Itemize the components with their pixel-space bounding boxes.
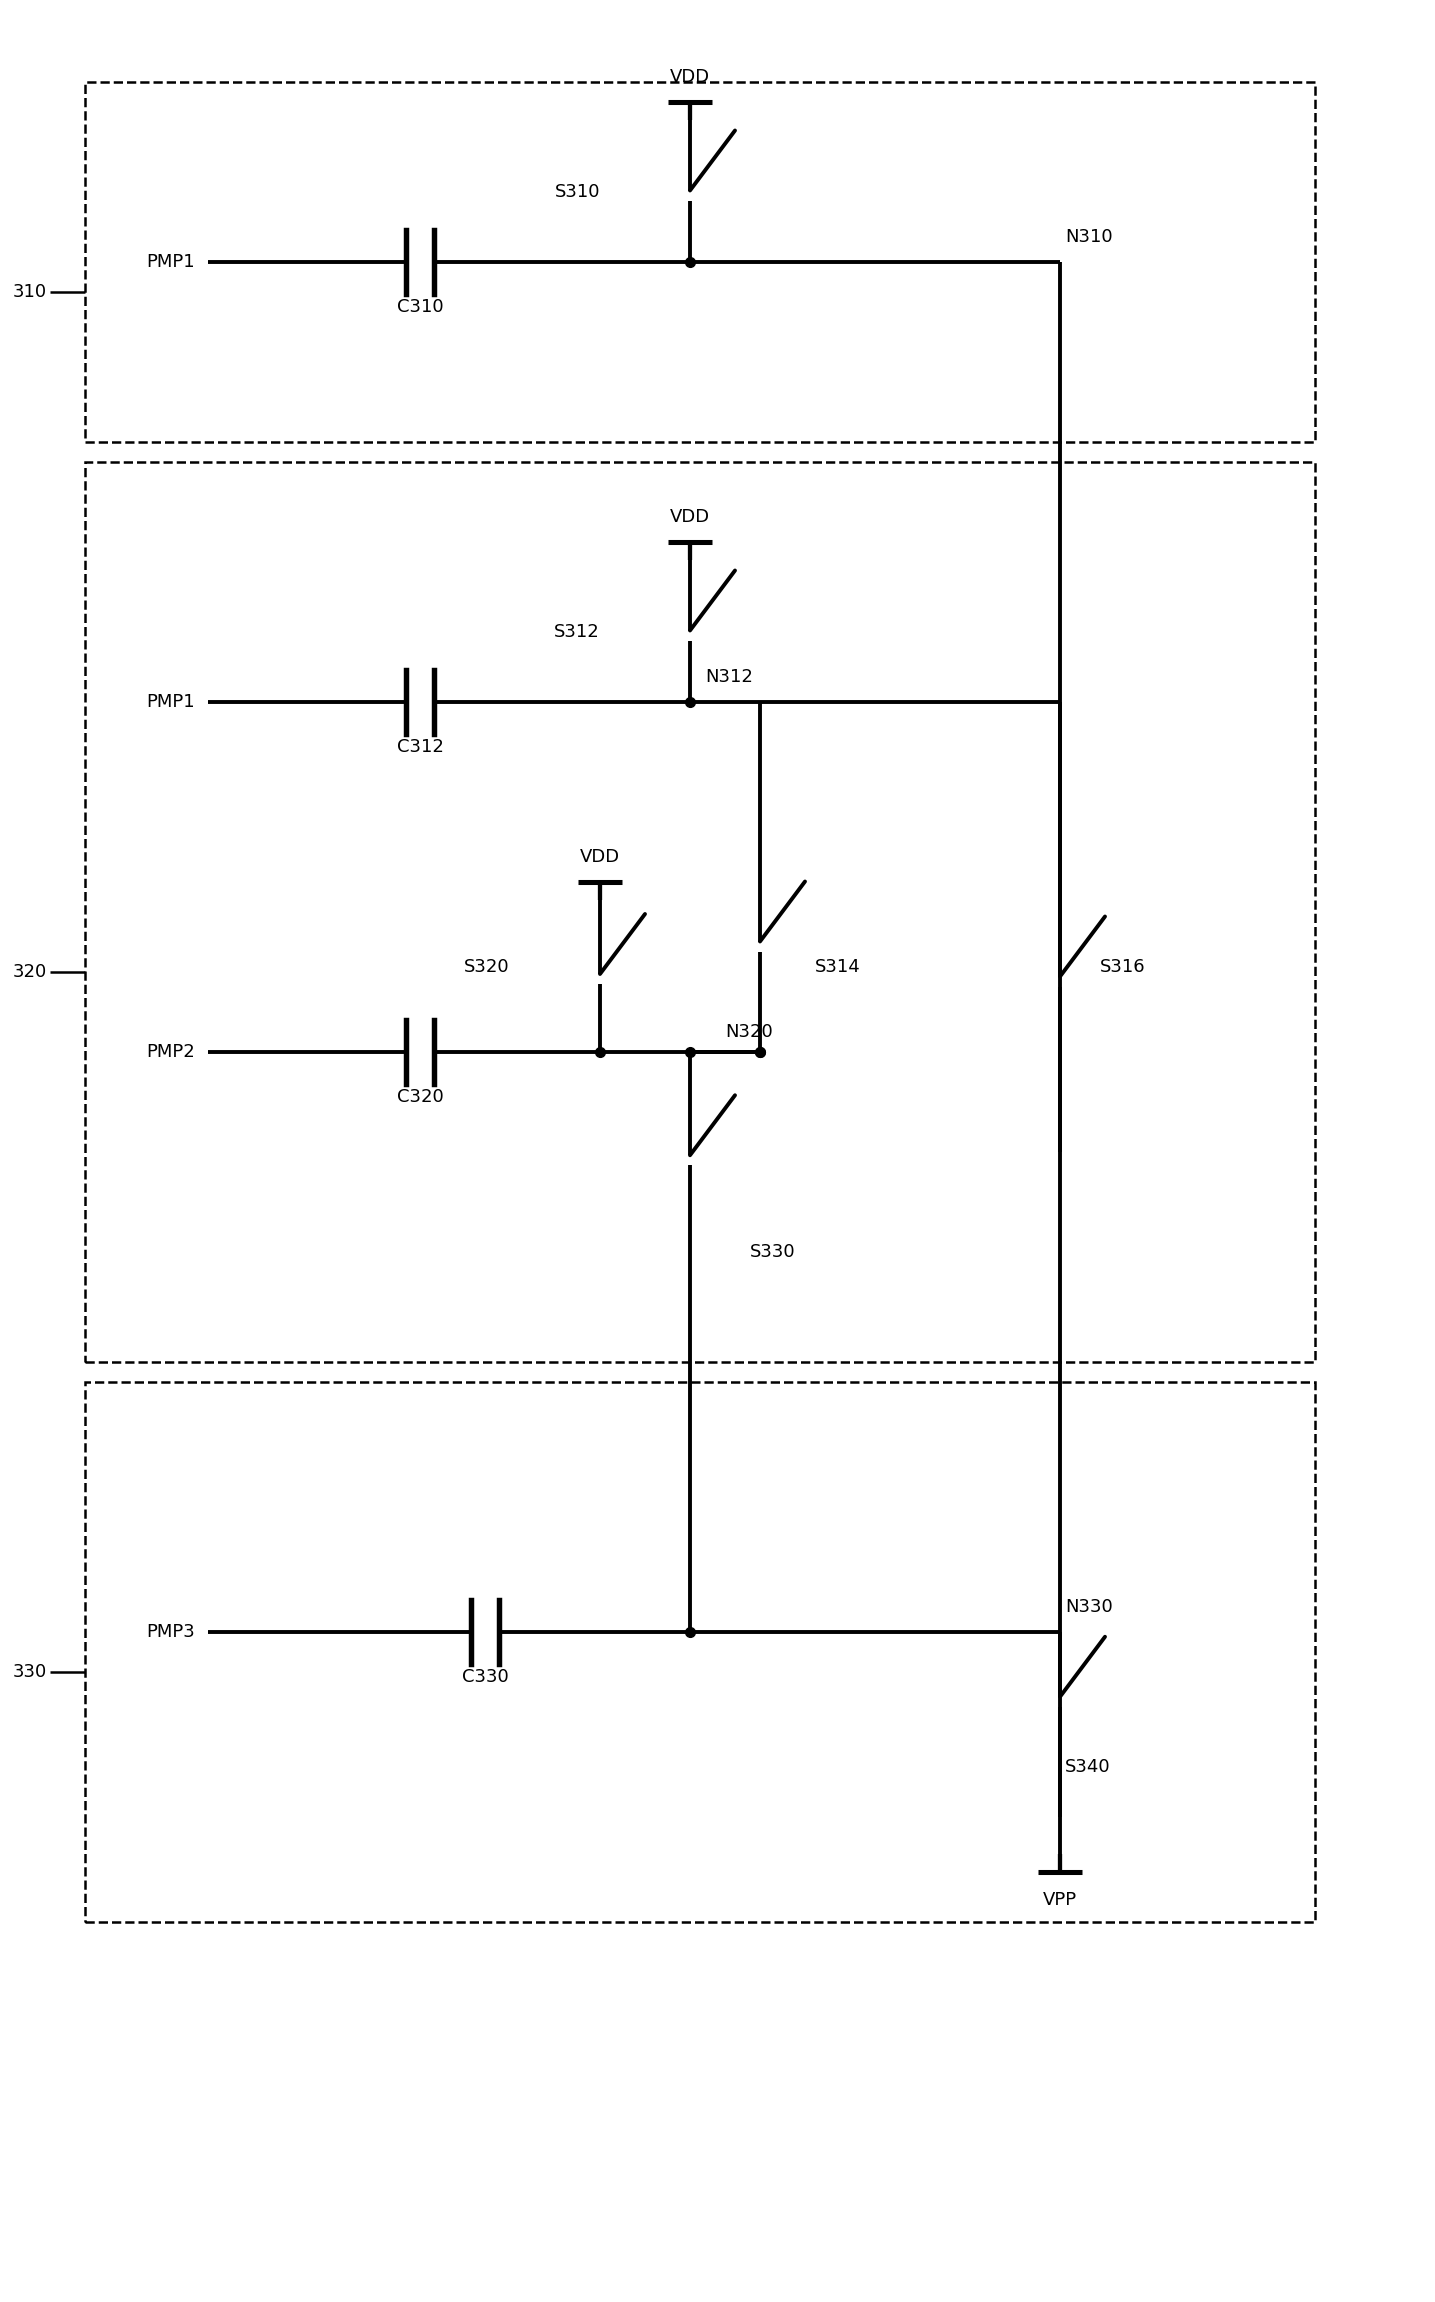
Bar [85, 463, 1314, 1363]
Text: PMP1: PMP1 [146, 693, 195, 711]
Text: VPP: VPP [1043, 1890, 1078, 1908]
Text: VDD: VDD [670, 69, 710, 85]
Text: S340: S340 [1065, 1759, 1111, 1777]
Text: VDD: VDD [580, 847, 620, 866]
Text: S312: S312 [554, 624, 600, 640]
Text: S330: S330 [751, 1243, 795, 1261]
Text: C320: C320 [396, 1089, 443, 1105]
Text: N330: N330 [1065, 1598, 1112, 1616]
Bar [85, 1381, 1314, 1922]
Bar [85, 83, 1314, 442]
Text: 310: 310 [13, 283, 47, 302]
Text: S320: S320 [465, 958, 509, 976]
Text: S310: S310 [554, 182, 600, 200]
Text: PMP2: PMP2 [146, 1043, 195, 1061]
Text: N320: N320 [725, 1022, 773, 1041]
Text: N310: N310 [1065, 228, 1112, 246]
Text: 320: 320 [13, 962, 47, 981]
Text: 330: 330 [13, 1662, 47, 1680]
Text: S316: S316 [1101, 958, 1145, 976]
Text: C312: C312 [396, 739, 443, 755]
Text: VDD: VDD [670, 509, 710, 525]
Text: C310: C310 [396, 297, 443, 315]
Text: PMP1: PMP1 [146, 253, 195, 272]
Text: N312: N312 [705, 668, 753, 686]
Text: S314: S314 [815, 958, 861, 976]
Text: C330: C330 [462, 1669, 508, 1685]
Text: PMP3: PMP3 [146, 1623, 195, 1641]
